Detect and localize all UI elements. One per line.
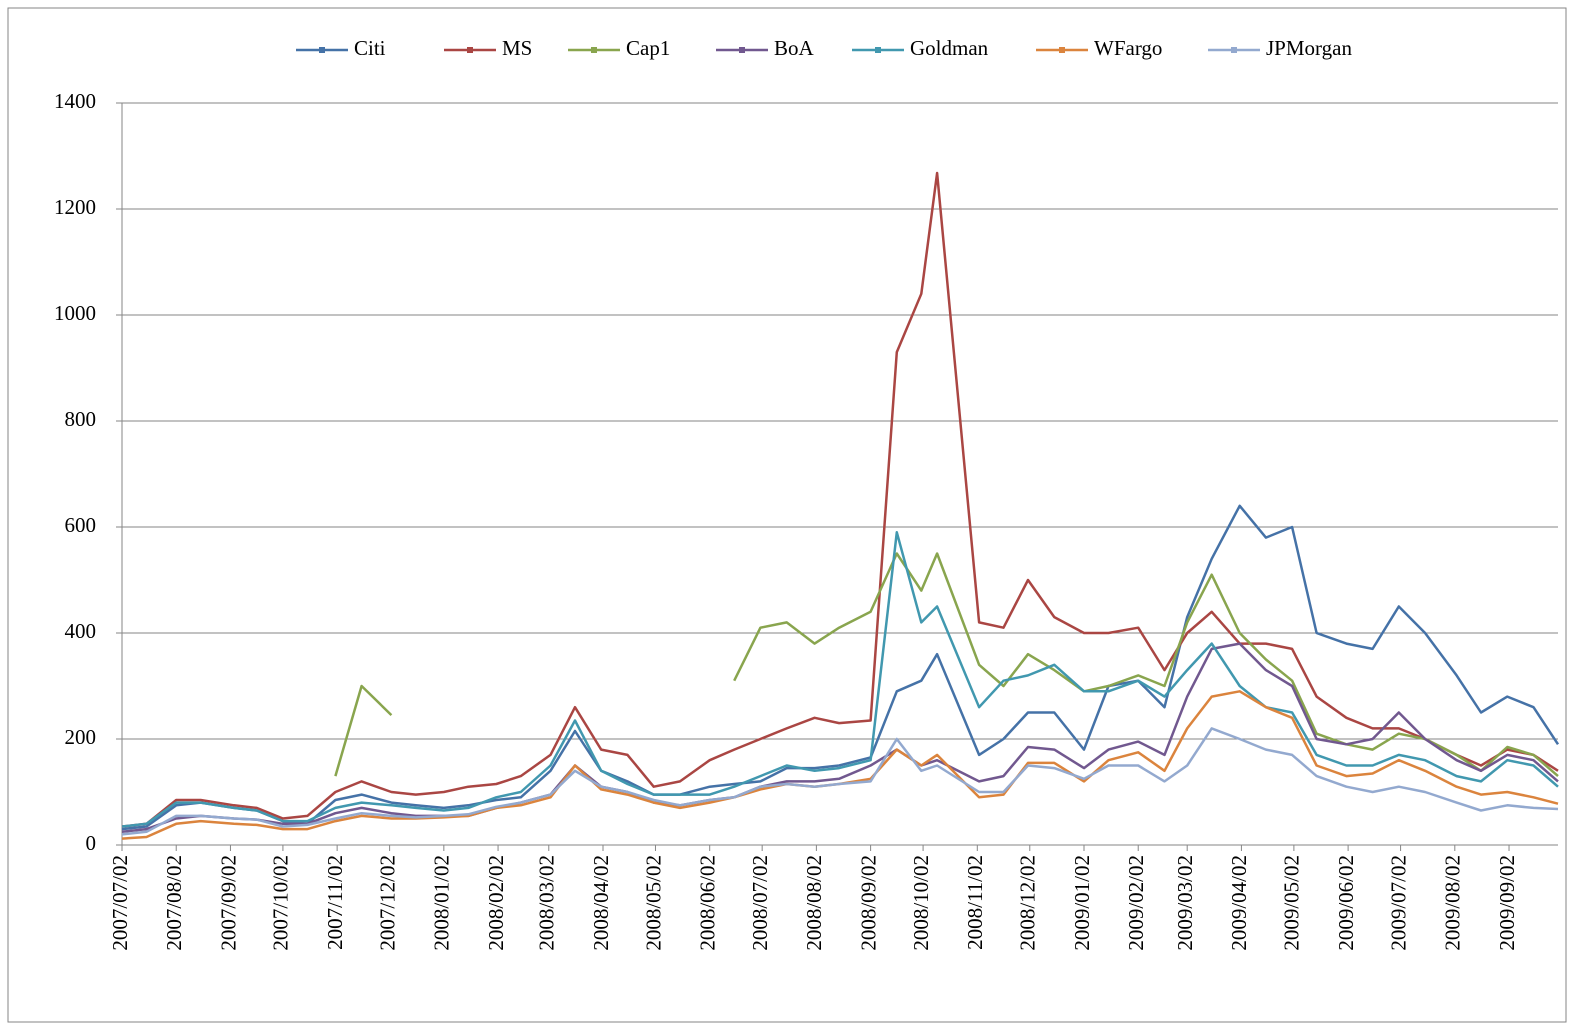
x-tick-label: 2008/11/02 bbox=[963, 855, 987, 950]
y-tick-label: 1000 bbox=[54, 301, 96, 325]
x-tick-label: 2009/05/02 bbox=[1280, 855, 1304, 951]
x-tick-label: 2008/04/02 bbox=[589, 855, 613, 951]
x-tick-label: 2007/09/02 bbox=[216, 855, 240, 951]
legend-label: JPMorgan bbox=[1266, 36, 1352, 60]
legend-marker bbox=[591, 47, 597, 53]
chart-border bbox=[7, 7, 1567, 1023]
y-tick-label: 200 bbox=[65, 725, 97, 749]
legend-marker bbox=[319, 47, 325, 53]
y-tick-label: 1400 bbox=[54, 89, 96, 113]
x-tick-label: 2007/11/02 bbox=[323, 855, 347, 950]
y-tick-label: 800 bbox=[65, 407, 97, 431]
x-tick-label: 2009/02/02 bbox=[1124, 855, 1148, 951]
legend-marker bbox=[739, 47, 745, 53]
x-tick-label: 2009/04/02 bbox=[1227, 855, 1251, 951]
x-tick-label: 2008/06/02 bbox=[696, 855, 720, 951]
legend-label: Cap1 bbox=[626, 36, 670, 60]
x-tick-label: 2009/06/02 bbox=[1334, 855, 1358, 951]
legend-label: Citi bbox=[354, 36, 386, 60]
x-tick-label: 2008/10/02 bbox=[909, 855, 933, 951]
x-tick-label: 2009/08/02 bbox=[1441, 855, 1465, 951]
x-tick-label: 2007/10/02 bbox=[269, 855, 293, 951]
series-line bbox=[121, 531, 1559, 828]
series-line bbox=[121, 504, 1560, 831]
series-line bbox=[334, 552, 1559, 778]
x-tick-label: 2008/03/02 bbox=[535, 855, 559, 951]
legend-label: WFargo bbox=[1094, 36, 1162, 60]
y-tick-label: 600 bbox=[65, 513, 97, 537]
x-tick-label: 2007/08/02 bbox=[162, 855, 186, 951]
x-tick-label: 2008/07/02 bbox=[748, 855, 772, 951]
x-tick-label: 2008/08/02 bbox=[802, 855, 826, 951]
x-tick-label: 2008/02/02 bbox=[484, 855, 508, 951]
y-tick-label: 400 bbox=[65, 619, 97, 643]
x-tick-label: 2007/12/02 bbox=[375, 855, 399, 951]
x-tick-label: 2009/09/02 bbox=[1495, 855, 1519, 951]
x-tick-label: 2009/01/02 bbox=[1070, 855, 1094, 951]
series-line bbox=[121, 642, 1559, 834]
legend-marker bbox=[875, 47, 881, 53]
x-tick-label: 2008/05/02 bbox=[641, 855, 665, 951]
x-tick-label: 2009/07/02 bbox=[1386, 855, 1410, 951]
x-tick-label: 2007/07/02 bbox=[108, 855, 132, 951]
series-line bbox=[121, 727, 1559, 836]
legend-marker bbox=[1231, 47, 1237, 53]
y-tick-label: 0 bbox=[86, 831, 97, 855]
legend: Citi MS Cap1 BoA Goldman WFargo JPMorgan bbox=[296, 36, 1352, 60]
legend-label: Goldman bbox=[910, 36, 989, 60]
x-tick-label: 2009/03/02 bbox=[1173, 855, 1197, 951]
y-tick-label: 1200 bbox=[54, 195, 96, 219]
legend-marker bbox=[467, 47, 473, 53]
legend-label: MS bbox=[502, 36, 532, 60]
legend-marker bbox=[1059, 47, 1065, 53]
legend-label: BoA bbox=[774, 36, 815, 60]
series-line bbox=[121, 171, 1559, 828]
x-tick-label: 2008/09/02 bbox=[856, 855, 880, 951]
x-tick-label: 2008/01/02 bbox=[430, 855, 454, 951]
x-tick-label: 2008/12/02 bbox=[1016, 855, 1040, 951]
